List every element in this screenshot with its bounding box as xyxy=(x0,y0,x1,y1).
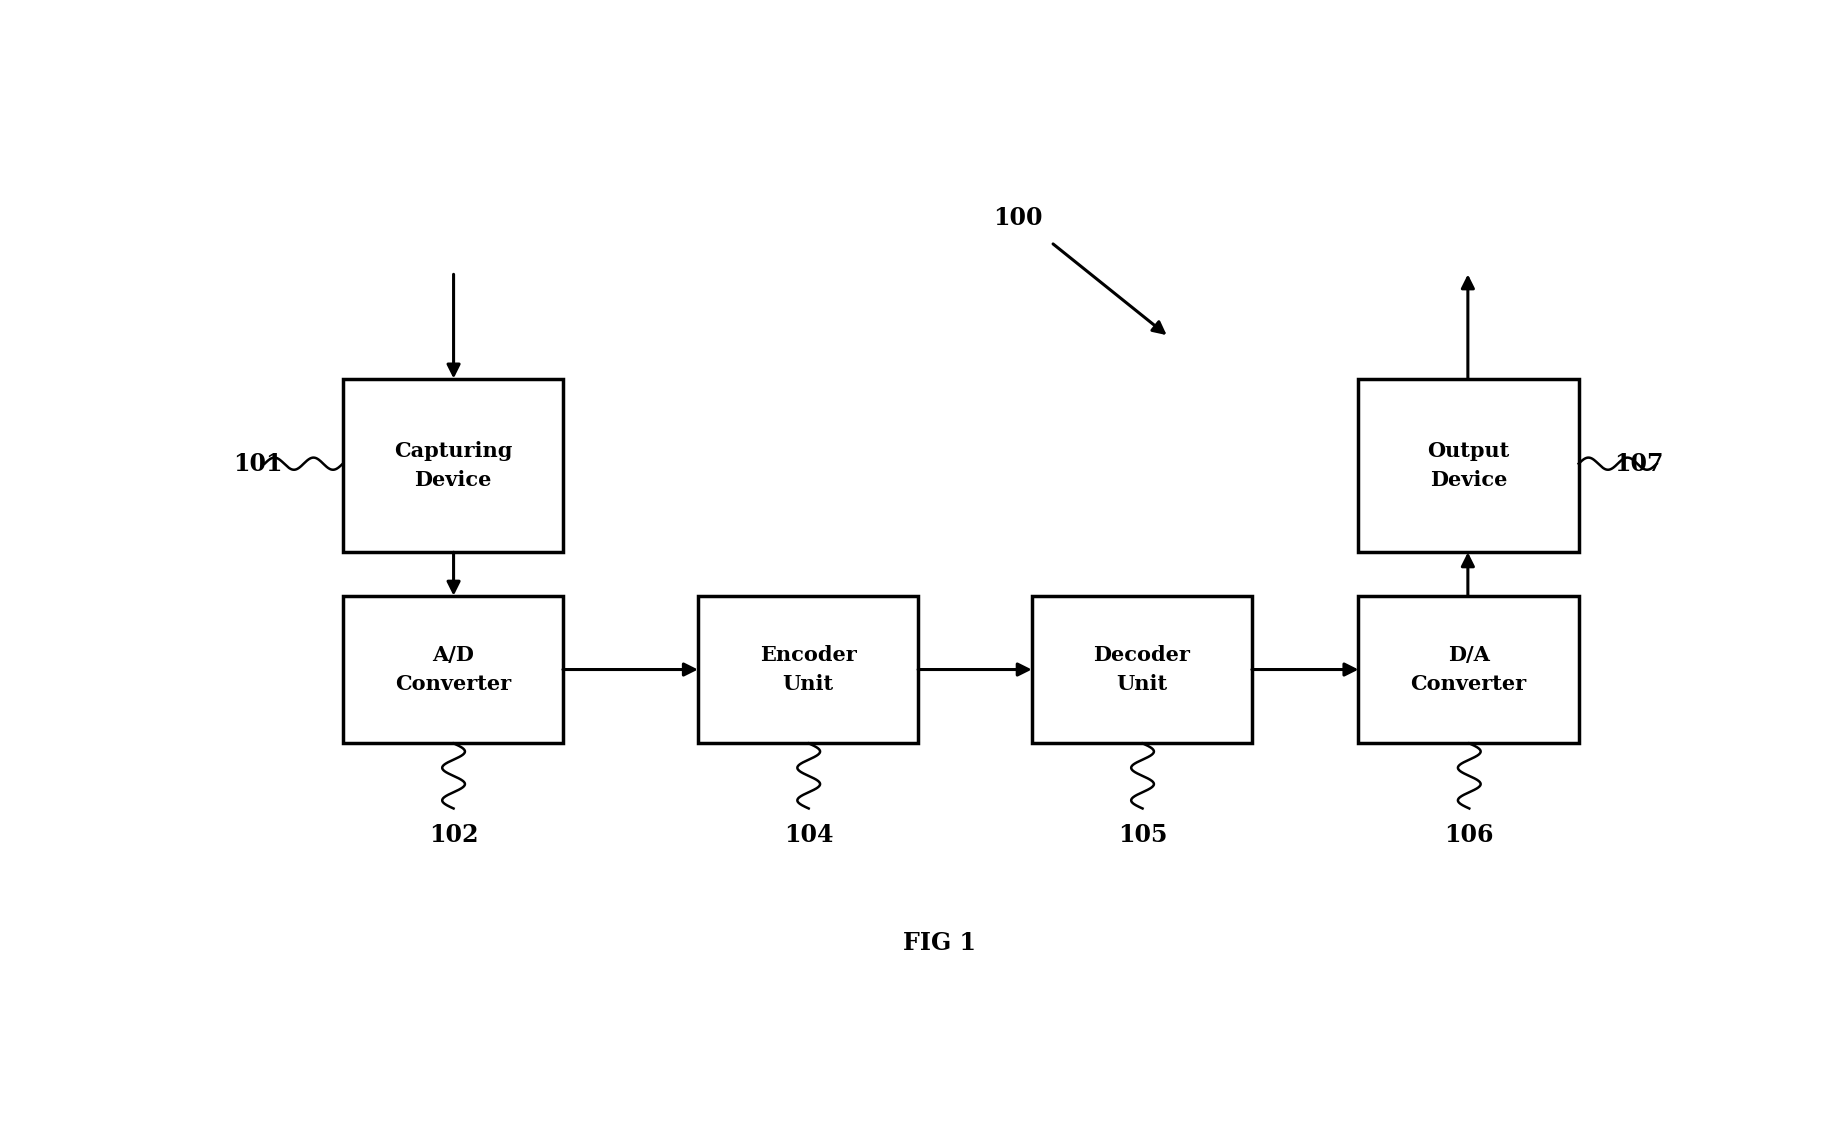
Text: Decoder
Unit: Decoder Unit xyxy=(1094,645,1189,695)
Text: 105: 105 xyxy=(1118,822,1167,846)
Text: 100: 100 xyxy=(993,206,1042,230)
Bar xyxy=(698,596,918,743)
Text: 107: 107 xyxy=(1614,451,1663,476)
Bar xyxy=(343,596,562,743)
Text: 102: 102 xyxy=(429,822,478,846)
Text: 106: 106 xyxy=(1444,822,1493,846)
Text: 104: 104 xyxy=(784,822,834,846)
Text: Encoder
Unit: Encoder Unit xyxy=(758,645,856,695)
Bar xyxy=(343,379,562,553)
Bar xyxy=(1358,596,1577,743)
Text: D/A
Converter: D/A Converter xyxy=(1411,645,1526,695)
Text: A/D
Converter: A/D Converter xyxy=(394,645,511,695)
Bar xyxy=(1358,379,1577,553)
Text: 101: 101 xyxy=(233,451,282,476)
Text: Output
Device: Output Device xyxy=(1427,441,1510,491)
Text: FIG 1: FIG 1 xyxy=(903,931,975,955)
Bar xyxy=(1031,596,1251,743)
Text: Capturing
Device: Capturing Device xyxy=(394,441,511,491)
